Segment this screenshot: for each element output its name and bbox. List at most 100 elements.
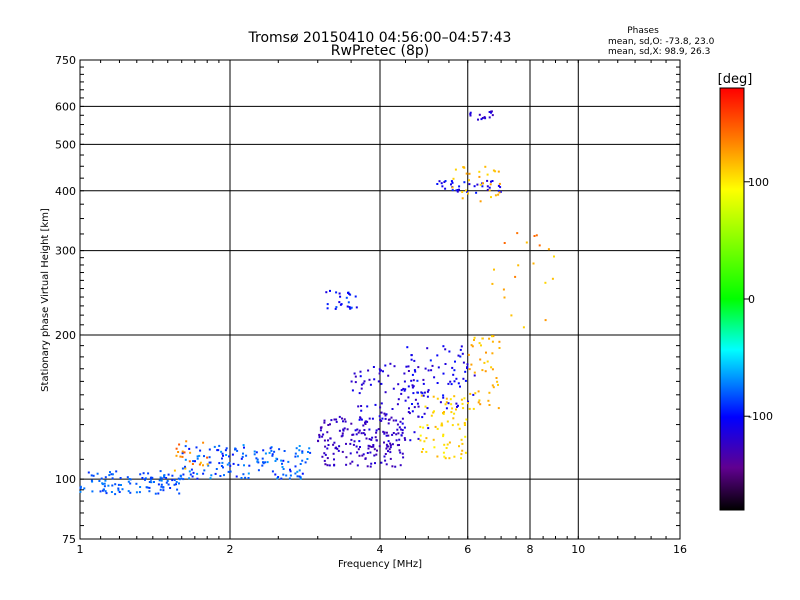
data-point bbox=[525, 241, 528, 244]
data-point bbox=[389, 451, 392, 454]
data-point bbox=[121, 488, 124, 491]
data-point bbox=[492, 335, 495, 338]
x-tick-label: 2 bbox=[227, 543, 234, 556]
data-point bbox=[375, 431, 378, 434]
data-point bbox=[301, 450, 304, 453]
data-point bbox=[464, 379, 467, 382]
data-point bbox=[373, 454, 376, 457]
data-point bbox=[460, 345, 463, 348]
data-point bbox=[481, 337, 484, 340]
data-point bbox=[442, 345, 445, 348]
data-point bbox=[383, 432, 386, 435]
data-point bbox=[490, 111, 492, 114]
data-point bbox=[129, 491, 132, 494]
data-point bbox=[321, 455, 324, 458]
data-point bbox=[344, 420, 347, 423]
data-point bbox=[487, 399, 490, 402]
data-point bbox=[280, 459, 283, 462]
data-point bbox=[348, 306, 351, 309]
data-point bbox=[497, 189, 500, 192]
data-point bbox=[448, 441, 451, 444]
data-point bbox=[493, 268, 495, 271]
data-point bbox=[323, 421, 326, 424]
data-point bbox=[410, 354, 413, 357]
data-point bbox=[468, 407, 471, 410]
data-point bbox=[378, 445, 381, 448]
data-point bbox=[462, 377, 465, 380]
data-point bbox=[374, 462, 376, 465]
data-point bbox=[274, 473, 277, 476]
data-point bbox=[404, 399, 407, 402]
data-point bbox=[486, 360, 489, 363]
data-point bbox=[138, 491, 141, 494]
data-point bbox=[503, 296, 506, 299]
data-point bbox=[247, 472, 250, 475]
data-point bbox=[213, 445, 216, 448]
data-point bbox=[444, 363, 447, 365]
data-point bbox=[510, 314, 513, 317]
data-point bbox=[463, 422, 466, 424]
data-point bbox=[397, 383, 400, 386]
data-point bbox=[383, 441, 385, 444]
data-point bbox=[490, 196, 492, 199]
data-point bbox=[165, 481, 168, 484]
data-point bbox=[338, 415, 341, 418]
data-point bbox=[162, 486, 165, 489]
data-point bbox=[160, 479, 163, 482]
data-point bbox=[461, 197, 464, 200]
data-point bbox=[220, 450, 223, 453]
data-point bbox=[127, 490, 130, 493]
data-point bbox=[455, 189, 458, 192]
data-point bbox=[326, 431, 329, 434]
data-point bbox=[162, 489, 165, 492]
colorbar bbox=[719, 87, 745, 511]
data-point bbox=[181, 467, 184, 470]
data-point bbox=[335, 446, 338, 449]
data-point bbox=[453, 412, 456, 415]
data-point bbox=[332, 443, 335, 446]
data-point bbox=[464, 451, 467, 454]
data-point bbox=[468, 183, 471, 186]
data-point bbox=[399, 420, 402, 423]
data-point bbox=[240, 457, 243, 460]
data-point bbox=[416, 402, 419, 405]
data-point bbox=[393, 365, 396, 368]
data-point bbox=[166, 479, 169, 482]
data-point bbox=[296, 475, 299, 478]
info-line-o: mean, sd,O: -73.8, 23.0 bbox=[608, 37, 715, 47]
data-point bbox=[445, 397, 448, 400]
data-point bbox=[243, 446, 245, 449]
data-point bbox=[247, 477, 250, 479]
data-point bbox=[473, 339, 475, 341]
data-point bbox=[419, 425, 422, 428]
y-tick-label: 300 bbox=[55, 245, 76, 258]
data-point bbox=[467, 400, 469, 403]
data-point bbox=[477, 401, 480, 404]
data-point bbox=[372, 445, 375, 448]
data-point bbox=[342, 429, 345, 432]
data-point bbox=[423, 412, 426, 415]
data-point bbox=[457, 382, 460, 385]
data-point bbox=[353, 372, 356, 375]
data-point bbox=[358, 392, 361, 395]
data-point bbox=[396, 423, 399, 426]
data-point bbox=[90, 474, 93, 477]
data-point bbox=[488, 189, 491, 192]
data-point bbox=[194, 460, 196, 463]
data-point bbox=[360, 383, 363, 386]
data-point bbox=[468, 368, 471, 371]
data-point bbox=[478, 175, 481, 178]
data-point bbox=[385, 463, 388, 466]
data-point bbox=[323, 459, 326, 462]
data-point bbox=[227, 470, 230, 473]
data-point bbox=[408, 412, 411, 415]
data-point bbox=[256, 460, 259, 463]
data-point bbox=[402, 387, 405, 390]
data-point bbox=[329, 289, 331, 292]
data-point bbox=[111, 477, 114, 480]
data-point bbox=[380, 382, 383, 385]
data-point bbox=[413, 431, 416, 434]
data-point bbox=[403, 426, 406, 429]
data-point bbox=[92, 474, 95, 477]
data-point bbox=[126, 476, 129, 479]
